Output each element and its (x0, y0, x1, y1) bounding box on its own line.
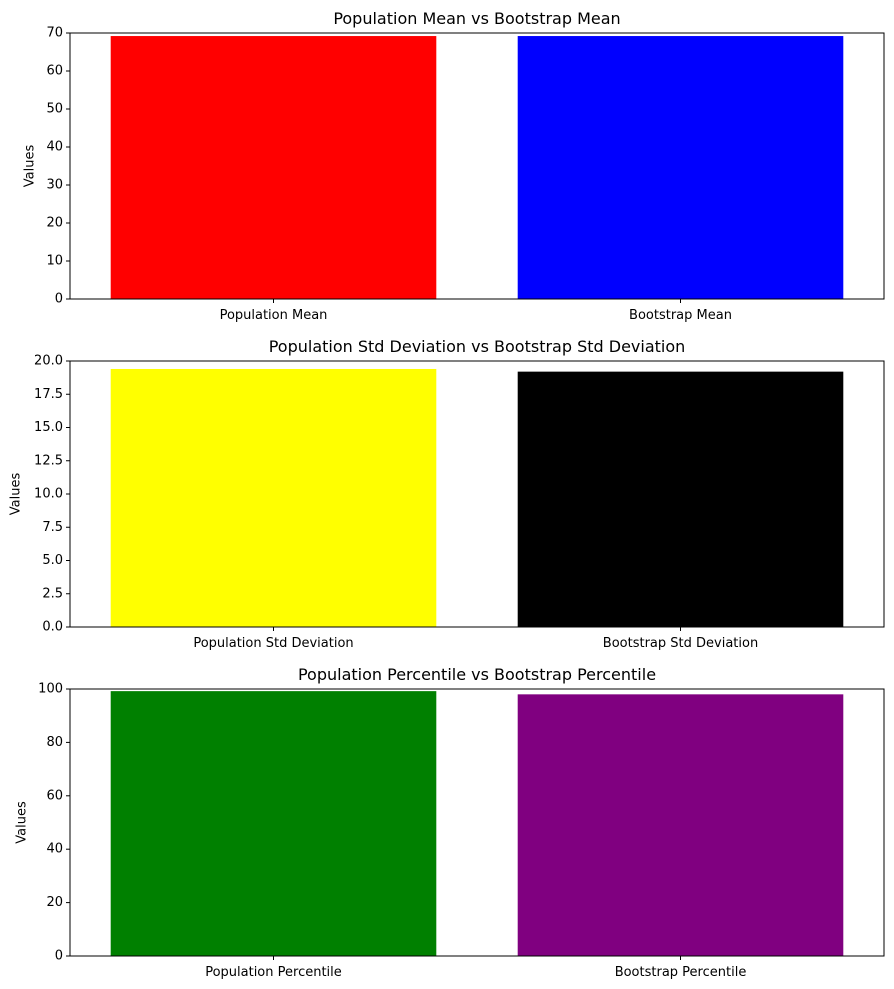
y-tick-label: 10 (46, 254, 63, 269)
chart-title: Population Std Deviation vs Bootstrap St… (269, 337, 686, 356)
y-tick-label: 50 (46, 102, 63, 117)
y-tick-label: 70 (46, 26, 63, 41)
y-tick-label: 7.5 (42, 520, 63, 535)
x-tick-label: Bootstrap Percentile (615, 965, 747, 980)
x-tick-label: Population Mean (220, 308, 328, 323)
y-tick-label: 20 (46, 895, 63, 910)
y-tick-label: 12.5 (34, 453, 63, 468)
x-tick-label: Population Std Deviation (193, 636, 353, 651)
bar-1-1 (110, 36, 437, 299)
y-tick-label: 20.0 (34, 354, 63, 369)
y-tick-label: 5.0 (42, 553, 63, 568)
y-tick-label: 80 (46, 735, 63, 750)
y-tick-label: 60 (46, 788, 63, 803)
chart-title: Population Mean vs Bootstrap Mean (333, 9, 620, 28)
y-tick-label: 40 (46, 842, 63, 857)
bar-2-1 (110, 368, 437, 627)
bar-1-2 (517, 36, 844, 299)
x-tick-label: Bootstrap Mean (629, 308, 732, 323)
bar-3-1 (110, 691, 437, 956)
y-tick-label: 20 (46, 216, 63, 231)
plot-frame (69, 32, 885, 300)
y-tick-label: 40 (46, 140, 63, 155)
chart-title: Population Percentile vs Bootstrap Perce… (298, 665, 656, 684)
y-tick-label: 0.0 (42, 620, 63, 635)
y-tick-label: 10.0 (34, 487, 63, 502)
y-tick-label: 100 (38, 682, 63, 697)
plot-frame (69, 688, 885, 957)
y-axis-label: Values (15, 801, 30, 844)
bar-3-2 (517, 694, 844, 956)
y-tick-label: 17.5 (34, 387, 63, 402)
y-tick-label: 30 (46, 178, 63, 193)
y-axis-label: Values (9, 473, 24, 516)
x-tick-label: Population Percentile (205, 965, 342, 980)
y-axis-label: Values (23, 145, 38, 188)
chart-panel-2: 0.0 2.5 5.0 7.5 10.0 12.5 15.0 17.5 20.0 Populati… (9, 337, 885, 651)
y-tick-label: 2.5 (42, 586, 63, 601)
y-tick-label: 0 (55, 949, 63, 964)
chart-panel-3: 0 20 40 60 80 100 Population Percentile Bootstr… (15, 665, 885, 980)
bar-2-2 (517, 371, 844, 627)
chart-panel-1: 0 10 20 30 40 50 60 70 Population Mean Bootstrap … (23, 9, 885, 323)
y-tick-label: 60 (46, 64, 63, 79)
x-tick-label: Bootstrap Std Deviation (603, 636, 758, 651)
y-tick-label: 0 (55, 292, 63, 307)
y-tick-label: 15.0 (34, 420, 63, 435)
